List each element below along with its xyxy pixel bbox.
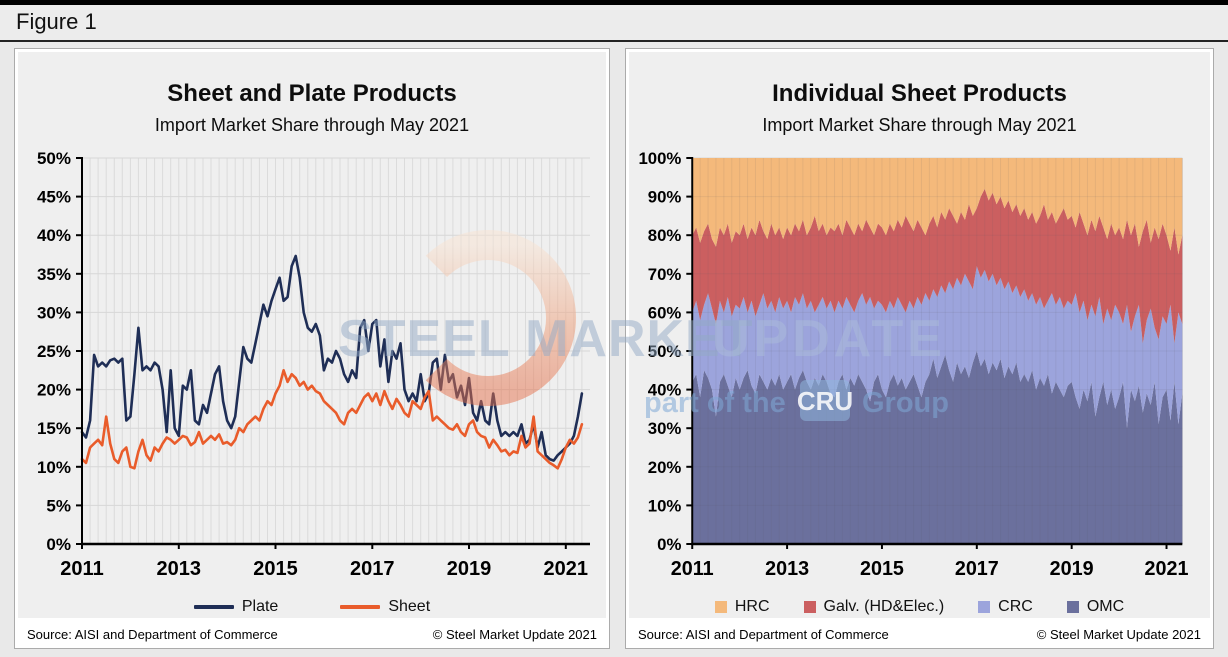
- y-tick-label: 25%: [37, 342, 71, 361]
- sheet-plate-line-chart: 50% 45% 40% 35% 30% 25% 20% 15% 10% 5% 0% 2011 2013 2…: [37, 149, 590, 580]
- y-tick-label: 0%: [46, 535, 71, 554]
- figure-header: Figure 1: [0, 5, 1228, 42]
- right-chart-legend: HRC Galv. (HD&Elec.) CRC OMC: [629, 598, 1210, 616]
- area-Galv. (HD&Elec.): [692, 188, 1183, 344]
- series-lines: [80, 254, 584, 470]
- omc-swatch: [1066, 601, 1079, 613]
- x-tick-label: 2011: [60, 558, 103, 580]
- y-tick-label: 35%: [37, 265, 71, 284]
- sheet-line-swatch: [340, 605, 381, 609]
- legend-item-sheet: Sheet: [340, 598, 430, 616]
- y-tick-label: 15%: [37, 419, 71, 438]
- figure-label: Figure 1: [16, 9, 97, 34]
- y-tick-label: 40%: [37, 226, 71, 245]
- legend-item-omc: OMC: [1066, 598, 1125, 616]
- x-tick-label: 2019: [1050, 558, 1094, 580]
- y-tick-label: 20%: [648, 458, 682, 477]
- y-tick-label: 70%: [648, 265, 682, 284]
- x-tick-label: 2017: [350, 558, 395, 580]
- y-tick-label: 40%: [648, 381, 682, 400]
- individual-sheet-panel: Individual Sheet Products Import Market …: [625, 48, 1214, 649]
- legend-item-crc: CRC: [978, 598, 1033, 616]
- left-source-row: Source: AISI and Department of Commerce …: [15, 621, 609, 648]
- y-tick-label: 5%: [46, 496, 71, 515]
- top-black-bar: [0, 0, 1228, 5]
- right-chart-title: Individual Sheet Products: [772, 80, 1067, 107]
- plate-line-swatch: [193, 605, 234, 609]
- sheet-legend-label: Sheet: [388, 598, 431, 615]
- y-tick-label: 10%: [37, 458, 71, 477]
- legend-item-galv: Galv. (HD&Elec.): [803, 598, 945, 616]
- sheet-plate-panel: Sheet and Plate Products Import Market S…: [14, 48, 610, 649]
- legend-item-plate: Plate: [193, 598, 279, 616]
- hrc-legend-label: HRC: [734, 598, 770, 615]
- individual-sheet-chart-area: Individual Sheet Products Import Market …: [629, 52, 1210, 618]
- x-tick-label: 2015: [860, 558, 904, 580]
- y-tick-label: 90%: [648, 188, 682, 207]
- hrc-swatch: [714, 601, 727, 613]
- y-tick-label: 50%: [648, 342, 682, 361]
- x-tick-label: 2019: [447, 558, 492, 580]
- plate-legend-label: Plate: [241, 598, 279, 615]
- x-tick-label: 2021: [544, 558, 589, 580]
- y-tick-label: 30%: [37, 303, 71, 322]
- individual-sheet-area-chart: 100% 90% 80% 70% 60% 50% 40% 30% 20% 10% 0% 2011 201…: [638, 149, 1188, 580]
- y-tick-label: 0%: [657, 535, 681, 554]
- axis-labels: 100% 90% 80% 70% 60% 50% 40% 30% 20% 10% 0% 2011 201…: [638, 149, 1188, 580]
- left-chart-legend: Plate Sheet: [18, 598, 606, 616]
- right-chart-subtitle: Import Market Share through May 2021: [762, 115, 1077, 135]
- area-CRC: [692, 266, 1183, 429]
- crc-swatch: [978, 601, 991, 613]
- y-tick-label: 80%: [648, 226, 682, 245]
- left-copyright-text: © Steel Market Update 2021: [432, 627, 597, 642]
- galv-swatch: [803, 601, 816, 613]
- area-HRC: [692, 158, 1183, 255]
- y-tick-label: 50%: [37, 149, 71, 168]
- legend-item-hrc: HRC: [714, 598, 770, 616]
- x-tick-label: 2011: [671, 558, 714, 580]
- x-tick-label: 2017: [955, 558, 999, 580]
- x-tick-label: 2015: [253, 558, 298, 580]
- x-tick-label: 2021: [1145, 558, 1189, 580]
- right-copyright-text: © Steel Market Update 2021: [1036, 627, 1201, 642]
- y-tick-label: 10%: [648, 496, 682, 515]
- omc-legend-label: OMC: [1086, 598, 1125, 615]
- sheet-plate-chart-area: Sheet and Plate Products Import Market S…: [18, 52, 606, 618]
- galv-legend-label: Galv. (HD&Elec.): [823, 598, 945, 615]
- left-chart-title: Sheet and Plate Products: [167, 80, 457, 107]
- y-tick-label: 20%: [37, 381, 71, 400]
- x-tick-label: 2013: [765, 558, 809, 580]
- x-tick-label: 2013: [157, 558, 202, 580]
- charts-container: Sheet and Plate Products Import Market S…: [0, 42, 1228, 649]
- right-source-row: Source: AISI and Department of Commerce …: [626, 621, 1213, 648]
- right-source-text: Source: AISI and Department of Commerce: [638, 627, 889, 642]
- left-chart-subtitle: Import Market Share through May 2021: [154, 115, 470, 135]
- left-source-text: Source: AISI and Department of Commerce: [27, 627, 278, 642]
- line-Sheet: [80, 369, 584, 470]
- crc-legend-label: CRC: [998, 598, 1033, 615]
- y-tick-label: 30%: [648, 419, 682, 438]
- axis-labels: 50% 45% 40% 35% 30% 25% 20% 15% 10% 5% 0% 2011 2013 2…: [37, 149, 588, 580]
- y-tick-label: 60%: [648, 303, 682, 322]
- y-tick-label: 100%: [638, 149, 681, 168]
- line-Plate: [80, 254, 584, 462]
- gridlines-overlay: [691, 158, 1183, 544]
- y-tick-label: 45%: [37, 188, 71, 207]
